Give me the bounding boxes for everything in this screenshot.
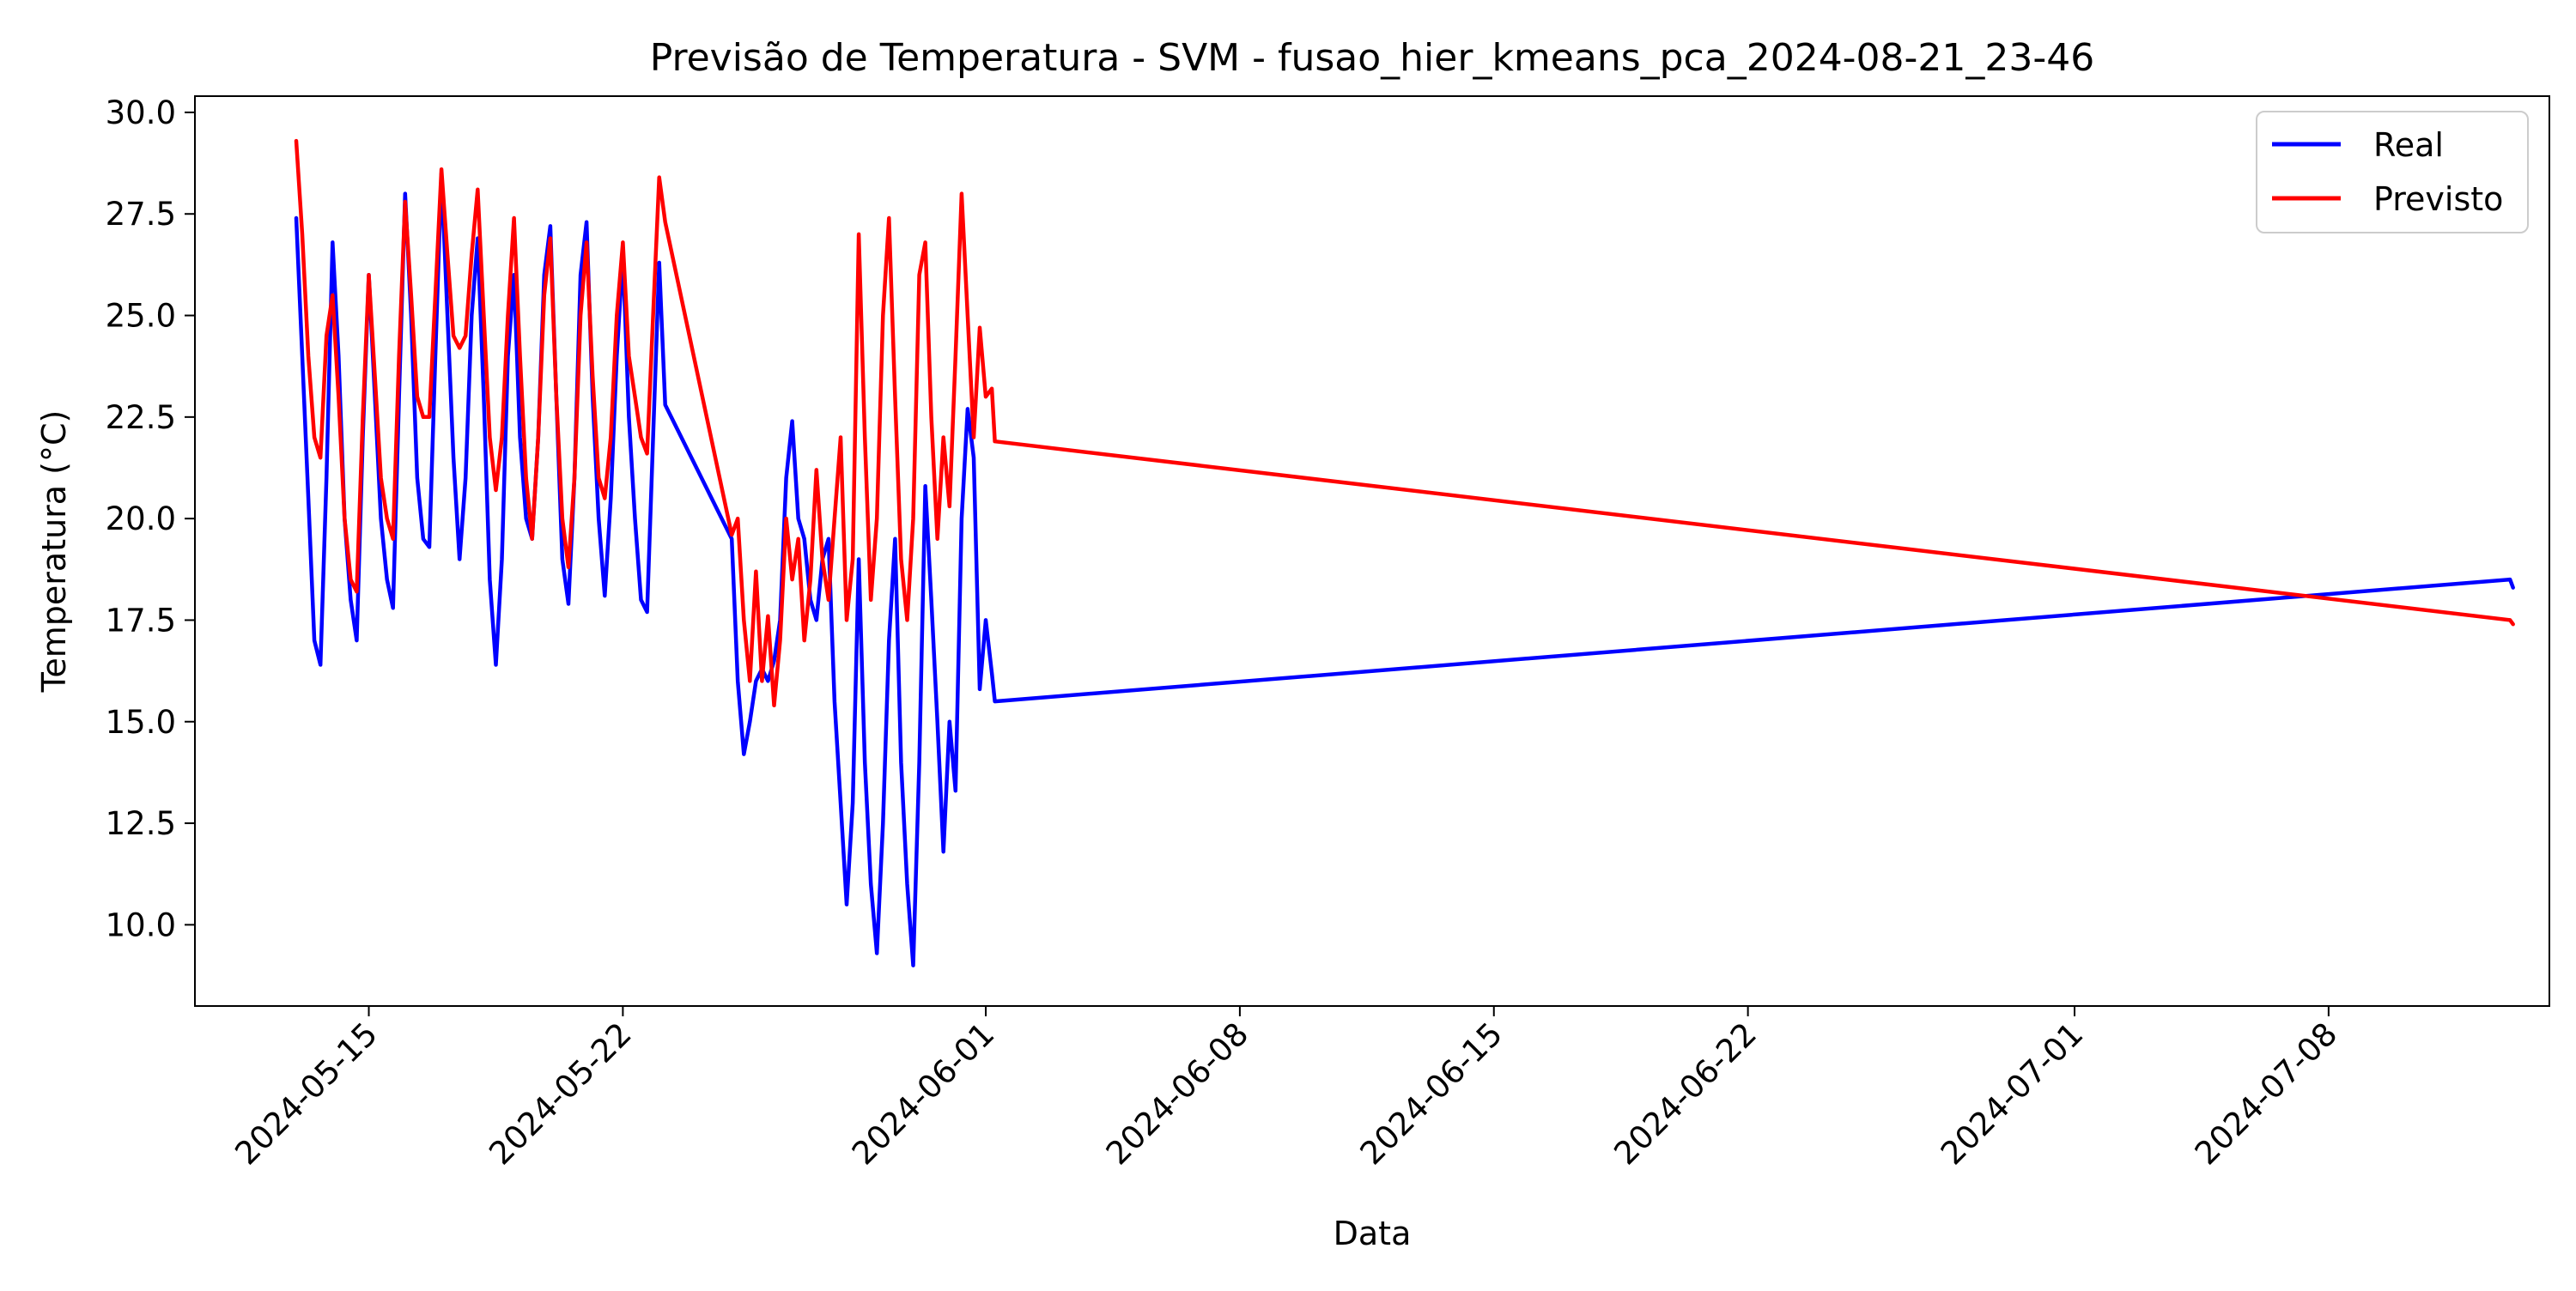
y-axis: 10.0 12.5 15.0 17.5 20.0 22.5 25.0 27.5 30.0 — [106, 94, 195, 943]
y-tick-label: 22.5 — [106, 399, 176, 436]
y-tick-label: 20.0 — [106, 500, 176, 537]
y-tick-label: 10.0 — [106, 906, 176, 943]
x-axis-label: Data — [1334, 1215, 1412, 1252]
plot-frame — [194, 95, 2550, 1007]
y-tick-label: 30.0 — [106, 94, 176, 131]
y-tick-label: 12.5 — [106, 805, 176, 842]
y-axis-label: Temperatura (°C) — [35, 410, 73, 694]
legend-box — [2256, 111, 2529, 233]
legend: Real Previsto — [2256, 111, 2529, 233]
series-line-previsto — [294, 138, 2515, 708]
legend-label-previsto: Previsto — [2373, 180, 2503, 218]
legend-label-real: Real — [2373, 126, 2444, 164]
y-tick-label: 15.0 — [106, 704, 176, 741]
y-tick-label: 27.5 — [106, 196, 176, 233]
y-tick-label: 25.0 — [106, 298, 176, 335]
y-tick-label: 17.5 — [106, 602, 176, 639]
chart-title: Previsão de Temperatura - SVM - fusao_hi… — [650, 36, 2095, 80]
series-layer — [294, 138, 2515, 967]
